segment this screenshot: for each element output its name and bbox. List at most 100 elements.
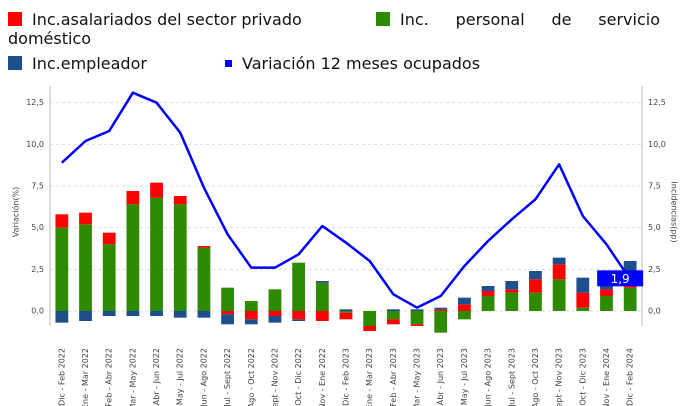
bar-segment (386, 311, 400, 320)
legend-item: Inc.empleador (8, 54, 147, 73)
bar-segment (552, 279, 566, 311)
legend-label: Variación 12 meses ocupados (242, 54, 481, 73)
bar-segment (268, 316, 282, 323)
bar-segment (505, 292, 519, 311)
x-tick-label: May - Jul 2022 (176, 348, 185, 405)
bar-segment (268, 289, 282, 311)
bar-segment (126, 191, 140, 205)
data-label-box (597, 270, 644, 287)
bar-segment (221, 287, 234, 311)
x-tick-label: Ene - Mar 2023 (365, 348, 374, 406)
bar-segment (244, 311, 258, 320)
bar-segment (481, 296, 495, 311)
bar-segment (150, 197, 163, 311)
x-tick-label: Abr - Jun 2022 (152, 348, 161, 405)
y2-tick-label: 2,5 (648, 265, 661, 274)
y-tick-label: 5,0 (31, 223, 44, 232)
line (60, 91, 632, 309)
bar-segment (481, 286, 495, 291)
bar-segment (55, 214, 69, 228)
legend-label: Inc.empleador (32, 54, 147, 73)
bar-segment (410, 311, 424, 325)
x-tick-label: Jul - Sept 2022 (223, 348, 232, 406)
bar-segment (434, 307, 448, 310)
x-tick-label: Sept - Nov 2023 (555, 348, 564, 406)
y2-tick-label: 0,0 (648, 307, 661, 316)
bar-segment (79, 224, 92, 311)
legend-label: Inc. personal de servicio doméstico (8, 10, 660, 48)
bar-segment (79, 311, 92, 321)
bar-segment (458, 304, 471, 311)
y-tick-label: 2,5 (31, 265, 44, 274)
bar-segment (292, 311, 306, 320)
bar-segment (126, 311, 140, 316)
bar-segment (79, 212, 92, 225)
data-label: 1,9 (611, 272, 630, 286)
bar-segment (576, 307, 590, 311)
legend-swatch (8, 56, 22, 70)
bar-segment (126, 204, 140, 311)
x-tick-label: Dic - Feb 2023 (342, 348, 351, 406)
bar-segment (244, 319, 258, 325)
x-tick-label: Sept - Nov 2022 (270, 348, 279, 406)
bar-segment (150, 182, 163, 198)
bar-segment (505, 289, 519, 293)
bar-segment (221, 314, 234, 325)
x-tick-label: Dic - Feb 2024 (626, 348, 635, 406)
bar-segment (55, 311, 69, 323)
x-tick-label: Ago - Oct 2022 (247, 348, 256, 406)
x-tick-label: May - Jul 2023 (460, 348, 469, 405)
x-tick-label: Jul - Sept 2023 (507, 348, 516, 406)
bar-segment (268, 311, 282, 316)
bar-segment (315, 281, 329, 283)
x-tick-label: Feb - Abr 2023 (389, 348, 398, 406)
bar-segment (292, 319, 306, 321)
x-tick-label: Jun - Ago 2022 (199, 348, 208, 406)
bar-segment (552, 264, 566, 280)
legend-item: Inc. personal de servicio doméstico (8, 10, 660, 48)
bar-segment (600, 289, 613, 296)
legend-swatch (376, 12, 390, 26)
bar-segment (102, 244, 116, 311)
bar-segment (623, 261, 637, 271)
bar-segment (197, 247, 211, 311)
bar-segment (552, 257, 566, 265)
y-tick-label: 0,0 (31, 307, 44, 316)
legend-item: Inc.asalariados del sector privado (8, 10, 302, 29)
x-tick-label: Mar - May 2022 (128, 348, 137, 406)
bar-segment (339, 312, 353, 320)
bar-segment (339, 311, 353, 313)
legend-swatch (8, 12, 22, 26)
x-tick-label: Oct - Dic 2023 (578, 348, 587, 406)
x-tick-label: Dic - Feb 2022 (57, 348, 66, 406)
bar-segment (173, 196, 187, 205)
bar-segment (102, 311, 116, 316)
bar-segment (315, 282, 329, 311)
bar-segment (529, 271, 542, 280)
y2-tick-label: 7,5 (648, 182, 661, 191)
bar-segment (481, 291, 495, 296)
bar-segment (576, 277, 590, 293)
legend-label: Inc.asalariados del sector privado (32, 10, 302, 29)
x-tick-label: Feb - Abr 2022 (105, 348, 114, 406)
bar-segment (576, 292, 590, 308)
x-tick-label: Jun - Ago 2023 (484, 348, 493, 406)
bar-segment (505, 281, 519, 290)
y2-tick-label: 10,0 (648, 140, 666, 149)
bar-segment (410, 309, 424, 311)
bar-segment (363, 311, 377, 326)
legend-swatch (225, 60, 232, 67)
bar-segment (339, 309, 353, 311)
y-tick-label: 10,0 (26, 140, 44, 149)
x-tick-label: Abr - Jun 2023 (436, 348, 445, 405)
x-tick-label: Ene - Mar 2022 (81, 348, 90, 406)
legend-item: Variación 12 meses ocupados (225, 54, 480, 73)
bar-segment (386, 319, 400, 325)
bar-segment (173, 311, 187, 318)
bar-segment (458, 297, 471, 305)
bar-segment (221, 311, 234, 315)
bar-segment (55, 227, 69, 311)
y2-tick-label: 12,5 (648, 98, 666, 107)
x-tick-label: Nov - Ene 2022 (318, 348, 327, 406)
